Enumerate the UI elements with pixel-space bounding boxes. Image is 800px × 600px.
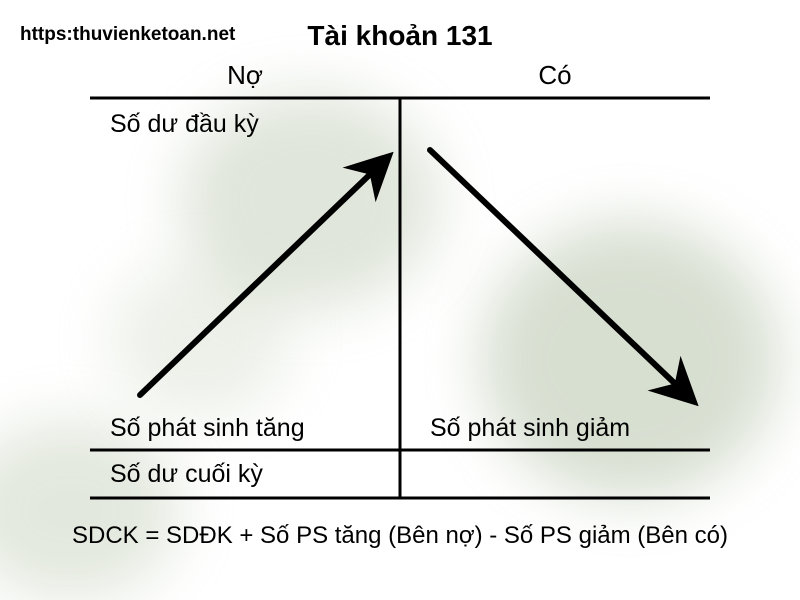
diagram-stage: https:thuvienketoan.net Tài khoản 131 Nợ… [0,0,800,600]
arrow-decrease [430,150,690,398]
arrow-increase [140,160,385,395]
t-account-lines [0,0,800,600]
